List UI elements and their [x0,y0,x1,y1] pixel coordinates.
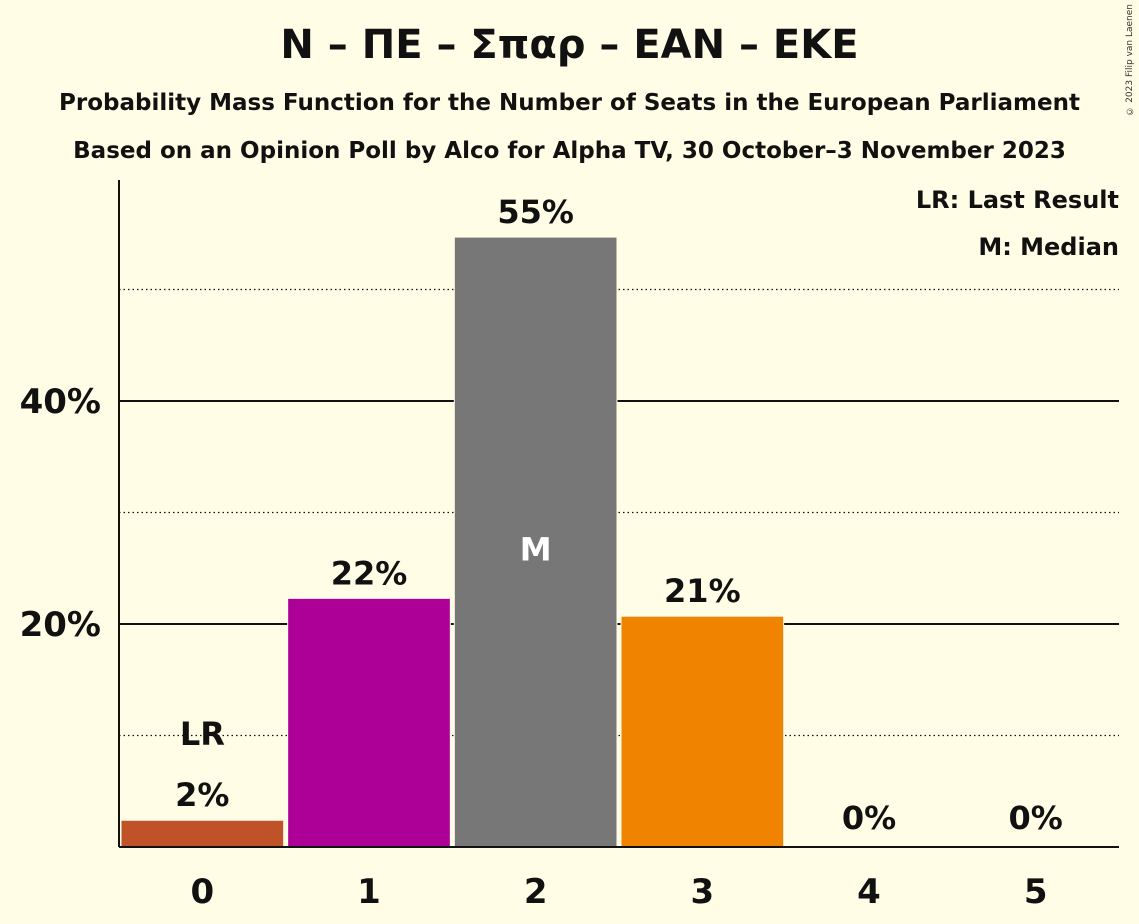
chart-source-line: Based on an Opinion Poll by Alco for Alp… [73,138,1066,164]
data-label: 21% [664,572,741,610]
data-label: 2% [175,776,229,814]
y-tick-label: 20% [20,605,101,645]
last-result-marker: LR [180,715,225,753]
data-label: 55% [497,193,574,231]
bar [287,597,451,848]
median-marker: M [520,530,552,568]
bar [120,819,285,848]
data-label: 0% [842,799,896,837]
x-tick-label: 0 [190,872,214,912]
x-tick-label: 3 [690,872,714,912]
x-tick-label: 1 [357,872,381,912]
x-tick-label: 2 [524,872,548,912]
bar [453,236,618,848]
legend-last-result: LR: Last Result [915,186,1119,214]
chart-subtitle: Probability Mass Function for the Number… [59,90,1080,116]
x-tick-label: 5 [1024,872,1048,912]
bar [620,615,785,848]
chart-title: N – ΠΕ – Σπαρ – ΕΑΝ – ΕΚΕ [280,22,859,68]
data-label: 22% [331,554,408,592]
y-tick-label: 40% [20,382,101,422]
legend-median: M: Median [978,233,1119,261]
x-tick-label: 4 [857,872,881,912]
data-label: 0% [1009,799,1063,837]
